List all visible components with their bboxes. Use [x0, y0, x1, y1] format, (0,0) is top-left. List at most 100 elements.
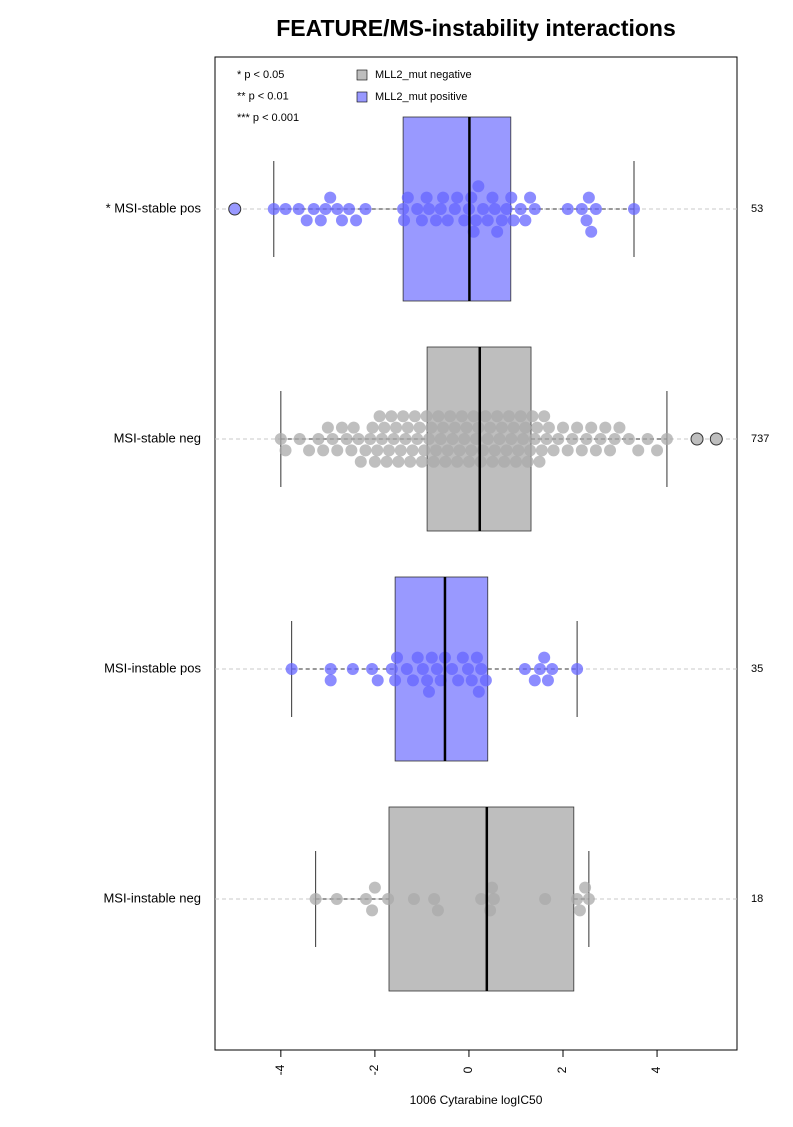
data-point	[599, 421, 612, 434]
data-point	[324, 663, 337, 675]
data-point	[542, 421, 555, 434]
data-point	[411, 433, 424, 445]
data-point	[477, 203, 490, 215]
data-point	[622, 433, 635, 445]
data-point	[274, 433, 287, 445]
data-point	[465, 444, 478, 457]
data-point	[505, 191, 518, 204]
data-point	[314, 214, 327, 227]
significance-note: * p < 0.05	[237, 69, 284, 81]
data-point	[500, 203, 513, 215]
data-point	[604, 444, 617, 457]
data-point	[505, 433, 518, 445]
data-point	[500, 444, 513, 457]
count-label: 53	[751, 203, 763, 215]
data-point	[524, 444, 537, 457]
data-point	[509, 455, 522, 468]
data-point	[326, 433, 339, 445]
data-point	[519, 214, 532, 227]
data-point	[484, 421, 497, 434]
data-point	[285, 663, 298, 675]
count-label: 18	[751, 893, 763, 905]
legend-swatch	[356, 91, 368, 103]
data-point	[303, 444, 316, 457]
data-point	[431, 904, 444, 917]
data-point	[465, 191, 478, 204]
data-point	[397, 203, 410, 215]
data-point	[641, 433, 654, 445]
data-point	[437, 421, 450, 434]
data-point	[401, 191, 414, 204]
data-point	[422, 433, 435, 445]
data-point	[366, 663, 379, 675]
data-point	[421, 674, 434, 687]
count-label: 737	[751, 433, 769, 445]
data-point	[632, 444, 645, 457]
data-point	[430, 663, 443, 675]
data-point	[382, 893, 395, 905]
data-point	[404, 455, 417, 468]
data-point	[495, 421, 508, 434]
data-point	[557, 421, 569, 434]
data-point	[317, 444, 330, 457]
data-point	[335, 421, 348, 434]
data-point	[267, 203, 280, 215]
data-point	[495, 214, 508, 227]
data-point	[411, 651, 424, 664]
data-point	[441, 214, 454, 227]
data-point	[533, 455, 546, 468]
category-label: MSI-instable neg	[103, 890, 201, 905]
data-point	[321, 421, 334, 434]
data-point	[359, 444, 372, 457]
data-point	[462, 455, 475, 468]
data-point	[488, 203, 501, 215]
data-point	[279, 444, 292, 457]
data-point	[486, 455, 499, 468]
data-point	[279, 203, 292, 215]
data-point	[491, 225, 504, 238]
data-point	[538, 651, 551, 664]
data-point	[347, 421, 360, 434]
data-point	[486, 191, 499, 204]
data-point	[481, 433, 494, 445]
data-point	[512, 444, 525, 457]
data-point	[390, 421, 403, 434]
data-point	[385, 410, 398, 423]
x-axis-label: 1006 Cytarabine logIC50	[410, 1093, 543, 1107]
data-point	[613, 421, 626, 434]
data-point	[458, 433, 471, 445]
data-point	[408, 410, 421, 423]
data-point	[312, 433, 325, 445]
data-point	[571, 893, 584, 905]
data-point	[507, 214, 520, 227]
data-point	[400, 663, 413, 675]
data-point	[345, 444, 358, 457]
data-point	[585, 225, 598, 238]
x-tick-label: -2	[367, 1064, 381, 1075]
data-point	[427, 455, 440, 468]
data-point	[418, 444, 431, 457]
data-point	[425, 651, 438, 664]
data-point	[660, 433, 673, 445]
data-point	[413, 421, 426, 434]
data-point	[397, 410, 410, 423]
data-point	[406, 444, 419, 457]
data-point	[373, 410, 386, 423]
data-point	[458, 214, 471, 227]
data-point	[566, 433, 579, 445]
data-point	[470, 651, 483, 664]
data-point	[561, 444, 574, 457]
data-point	[420, 191, 433, 204]
data-point	[453, 444, 466, 457]
data-point	[430, 444, 443, 457]
data-point	[491, 410, 504, 423]
data-point	[589, 203, 602, 215]
data-point	[378, 421, 391, 434]
legend-label: MLL2_mut negative	[375, 69, 472, 81]
data-point	[350, 214, 363, 227]
data-point	[415, 214, 428, 227]
data-point	[487, 893, 500, 905]
data-point	[430, 214, 443, 227]
data-point	[485, 881, 498, 894]
data-point	[432, 410, 445, 423]
